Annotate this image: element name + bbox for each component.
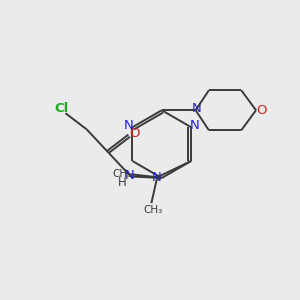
Text: N: N (152, 171, 161, 184)
Text: CH₃: CH₃ (143, 205, 162, 214)
Text: O: O (256, 104, 267, 117)
Text: Cl: Cl (55, 102, 69, 115)
Text: N: N (124, 119, 134, 132)
Text: N: N (191, 102, 201, 115)
Text: CH₃: CH₃ (113, 169, 132, 179)
Text: N: N (190, 119, 200, 132)
Text: O: O (129, 127, 140, 140)
Text: N: N (124, 169, 134, 182)
Text: H: H (118, 176, 126, 190)
